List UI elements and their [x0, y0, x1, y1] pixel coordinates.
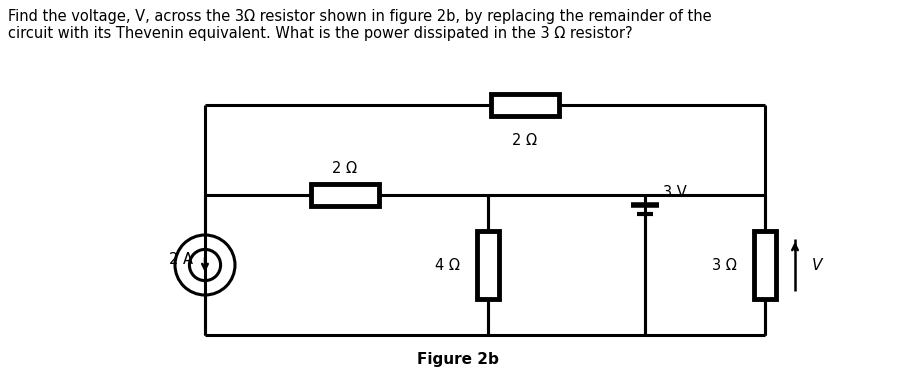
Text: V: V	[812, 257, 823, 273]
Text: Find the voltage, V, across the 3Ω resistor shown in figure 2b, by replacing the: Find the voltage, V, across the 3Ω resis…	[8, 9, 712, 41]
Bar	[477, 231, 499, 299]
Text: 4 Ω: 4 Ω	[436, 257, 460, 273]
Text: Figure 2b: Figure 2b	[417, 352, 499, 367]
Bar	[491, 94, 559, 116]
Text: 2 Ω: 2 Ω	[513, 133, 537, 148]
Text: 2 A: 2 A	[169, 253, 193, 268]
Bar	[754, 231, 776, 299]
Bar	[311, 184, 379, 206]
Text: 3 Ω: 3 Ω	[713, 257, 737, 273]
Text: 2 Ω: 2 Ω	[333, 161, 358, 176]
Text: 3 V: 3 V	[663, 185, 687, 201]
